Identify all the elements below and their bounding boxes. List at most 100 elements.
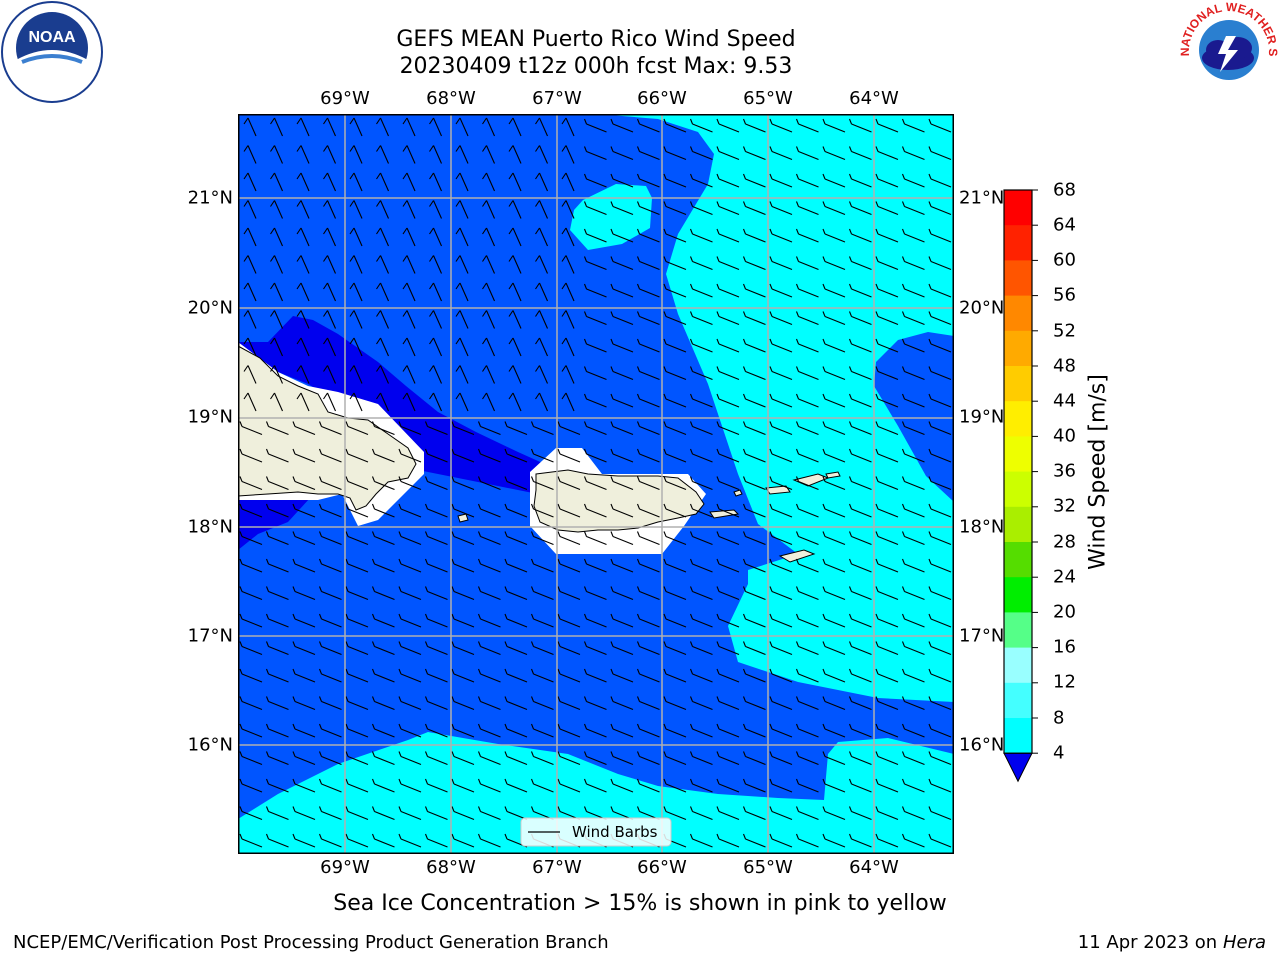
wind-barb	[371, 723, 395, 738]
wind-barb	[429, 227, 443, 247]
wind-barb	[583, 668, 607, 683]
wind-barb	[455, 337, 469, 357]
wind-barb	[583, 228, 607, 243]
wind-barb	[663, 256, 687, 271]
wind-barb	[482, 282, 496, 302]
wind-barb	[848, 256, 872, 271]
wind-barb	[429, 310, 443, 329]
wind-barb	[530, 751, 554, 766]
wind-barb	[270, 282, 284, 302]
wind-barb	[689, 723, 713, 738]
wind-barb	[318, 586, 342, 601]
wind-barb	[508, 172, 522, 192]
wind-barb	[769, 558, 793, 573]
wind-barb	[265, 613, 289, 628]
wind-barb	[583, 751, 607, 766]
wind-barb	[689, 448, 713, 463]
wind-barb	[371, 558, 395, 573]
wind-barb	[349, 310, 363, 329]
wind-barb	[318, 421, 342, 436]
wind-barb	[769, 503, 793, 518]
wind-barb	[875, 448, 899, 463]
wind-barb	[742, 393, 766, 408]
wind-barb	[530, 558, 554, 573]
wind-barb	[583, 201, 607, 216]
wind-barb	[769, 228, 793, 243]
wind-barb	[663, 393, 687, 408]
wind-barb	[822, 503, 846, 518]
wind-barb	[636, 366, 660, 381]
wind-barb	[928, 833, 952, 848]
wind-barb	[928, 613, 952, 628]
sea-ice-note: Sea Ice Concentration > 15% is shown in …	[333, 891, 947, 916]
wind-barb	[636, 778, 660, 793]
colorbar-segment	[1004, 471, 1032, 508]
wind-barb	[345, 723, 369, 738]
wind-barb	[504, 723, 528, 738]
colorbar-tick-label: 52	[1053, 320, 1076, 342]
wind-barb	[689, 668, 713, 683]
wind-barb	[795, 723, 819, 738]
wind-barb	[243, 365, 257, 384]
wind-barb	[349, 255, 363, 274]
wind-barb	[610, 338, 634, 353]
wind-barb	[371, 586, 395, 601]
wind-barb	[455, 282, 469, 302]
wind-barb	[636, 338, 660, 353]
wind-barb	[508, 117, 522, 137]
wind-barb	[296, 255, 310, 274]
wind-barb	[265, 503, 289, 518]
wind-barb	[822, 668, 846, 683]
wind-barb	[848, 476, 872, 491]
wind-barb	[663, 201, 687, 216]
wind-barb	[371, 696, 395, 711]
wind-barb	[636, 448, 660, 463]
wind-barb	[477, 723, 501, 738]
wind-barb	[265, 421, 289, 436]
wind-barb	[265, 806, 289, 821]
wind-barb	[875, 173, 899, 188]
wind-barb	[610, 421, 634, 436]
lat-label-left: 19°N	[187, 406, 233, 428]
wind-barb	[769, 256, 793, 271]
wind-barb	[689, 586, 713, 601]
wind-barb	[402, 337, 416, 357]
wind-barb	[795, 476, 819, 491]
wind-barb	[663, 173, 687, 188]
wind-barb	[270, 365, 284, 384]
wind-barb	[345, 751, 369, 766]
wind-barb	[689, 696, 713, 711]
wind-barb	[769, 338, 793, 353]
wind-barb	[716, 833, 740, 848]
wind-barb	[928, 751, 952, 766]
wind-barb	[265, 476, 289, 491]
wind-band-below-4	[238, 316, 630, 498]
wind-barb	[296, 200, 310, 219]
wind-barb	[822, 613, 846, 628]
lat-label-left: 17°N	[187, 625, 233, 647]
wind-barb	[243, 117, 257, 137]
lon-label-bottom: 64°W	[849, 857, 899, 878]
wind-barb	[928, 558, 952, 573]
wind-barb	[716, 778, 740, 793]
wind-barb	[292, 448, 316, 463]
wind-barb	[848, 641, 872, 656]
wind-barb	[928, 366, 952, 381]
wind-barb	[345, 613, 369, 628]
wind-barb	[318, 696, 342, 711]
wind-barb	[901, 476, 925, 491]
wind-barb	[424, 833, 448, 848]
wind-barb	[508, 255, 522, 274]
wind-barb	[504, 421, 528, 436]
wind-barb	[239, 641, 263, 656]
wind-barb	[901, 531, 925, 546]
wind-barb	[371, 531, 395, 546]
wind-barb	[451, 421, 475, 436]
wind-barb	[610, 283, 634, 298]
wind-barb	[689, 146, 713, 161]
wind-barb	[323, 145, 337, 164]
colorbar-tick-label: 68	[1053, 179, 1076, 201]
wind-barb	[663, 366, 687, 381]
wind-barb	[875, 668, 899, 683]
wind-barb	[402, 392, 416, 412]
